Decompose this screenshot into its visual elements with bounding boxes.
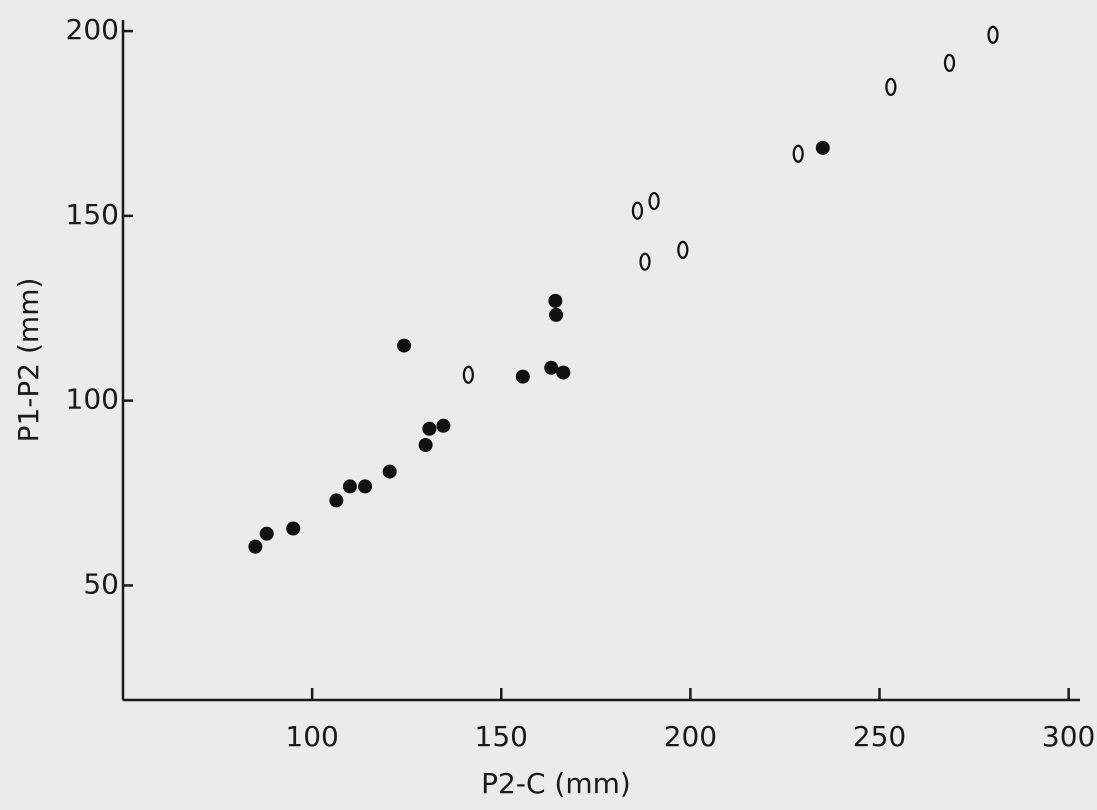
point <box>549 307 564 322</box>
x-axis-label: P2-C (mm) <box>481 767 631 800</box>
y-tick-label: 100 <box>66 383 119 416</box>
point <box>329 493 344 508</box>
point <box>342 479 357 494</box>
point <box>792 144 804 163</box>
point <box>544 360 559 375</box>
point <box>677 240 689 259</box>
point <box>358 479 373 494</box>
x-tick-label: 150 <box>475 720 528 753</box>
y-tick-label: 50 <box>83 567 119 600</box>
point <box>397 338 412 353</box>
point <box>286 521 301 536</box>
point <box>515 369 530 384</box>
point <box>259 526 274 541</box>
x-tick-label: 300 <box>1042 720 1095 753</box>
point <box>648 191 660 211</box>
y-axis-label: P1-P2 (mm) <box>12 278 45 443</box>
point <box>548 293 563 308</box>
point <box>815 140 830 155</box>
point <box>436 418 451 433</box>
point <box>943 53 956 72</box>
y-tick-label: 200 <box>66 13 119 46</box>
point <box>462 365 474 384</box>
point <box>418 438 433 452</box>
point <box>422 421 437 436</box>
point <box>639 252 651 271</box>
x-tick-label: 200 <box>664 720 717 753</box>
y-tick-label: 150 <box>66 198 119 231</box>
point <box>248 539 263 554</box>
x-tick-label: 250 <box>853 720 906 753</box>
point <box>631 201 644 220</box>
point <box>885 77 897 96</box>
point <box>382 464 397 479</box>
x-tick-label: 100 <box>285 720 338 753</box>
point <box>556 365 571 380</box>
point <box>987 25 999 44</box>
